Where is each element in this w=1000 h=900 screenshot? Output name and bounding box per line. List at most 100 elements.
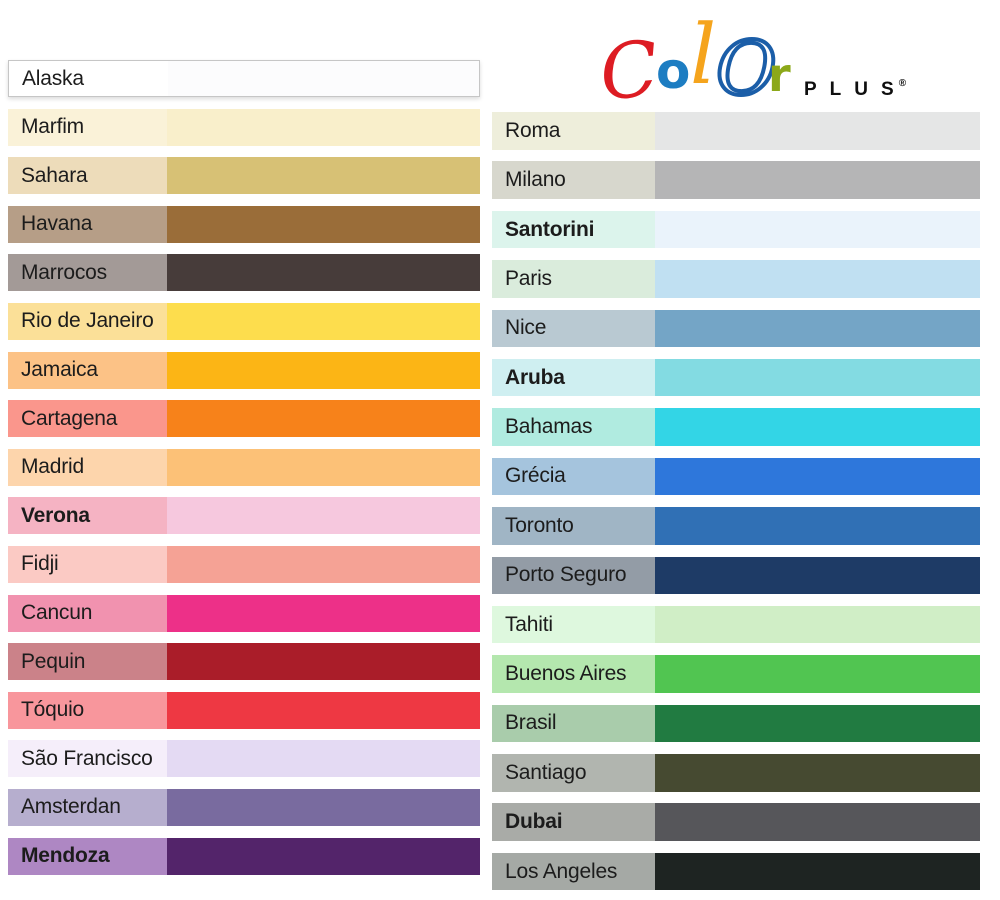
logo-letter: l xyxy=(690,8,717,103)
color-row: Grécia xyxy=(492,457,980,496)
color-swatch xyxy=(167,837,480,875)
color-name-label: Toronto xyxy=(492,507,655,545)
color-swatch xyxy=(167,205,480,243)
color-swatch xyxy=(167,740,480,778)
color-name-label: Aruba xyxy=(492,358,655,397)
color-row: Toronto xyxy=(492,507,980,545)
color-name-label: São Francisco xyxy=(8,740,167,778)
color-name-label: Nice xyxy=(492,309,655,348)
color-row: Mendoza xyxy=(8,837,480,875)
color-name-label: Tóquio xyxy=(8,691,167,729)
color-swatch xyxy=(655,260,980,298)
color-row: Roma xyxy=(492,112,980,150)
color-swatch xyxy=(655,852,980,891)
color-row: Marfim xyxy=(8,108,480,146)
color-row: Santorini xyxy=(492,210,980,249)
color-row: Fidji xyxy=(8,545,480,583)
color-row: Santiago xyxy=(492,754,980,792)
color-row: São Francisco xyxy=(8,740,480,778)
color-swatch xyxy=(655,556,980,595)
color-row: Alaska xyxy=(8,60,480,97)
color-row: Sahara xyxy=(8,157,480,195)
color-swatch xyxy=(655,605,980,644)
color-row: Verona xyxy=(8,497,480,535)
color-swatch xyxy=(655,309,980,348)
color-name-label: Madrid xyxy=(8,448,167,486)
color-name-label: Jamaica xyxy=(8,351,167,389)
color-swatch xyxy=(167,400,480,438)
color-name-label: Amsterdan xyxy=(8,788,167,826)
color-name-label: Milano xyxy=(492,161,655,199)
color-swatch xyxy=(167,643,480,681)
color-swatch xyxy=(167,254,480,292)
color-swatch xyxy=(167,351,480,389)
color-name-label: Sahara xyxy=(8,157,167,195)
color-swatch xyxy=(167,545,480,583)
color-name-label: Verona xyxy=(8,497,167,535)
color-name-label: Dubai xyxy=(492,803,655,841)
color-name-label: Porto Seguro xyxy=(492,556,655,595)
color-name-label: Marfim xyxy=(8,108,167,146)
logo-letter: o xyxy=(656,42,691,100)
color-name-label: Rio de Janeiro xyxy=(8,302,167,340)
color-swatch xyxy=(167,691,480,729)
color-name-label: Santiago xyxy=(492,754,655,792)
color-row: Milano xyxy=(492,161,980,199)
color-name-label: Cartagena xyxy=(8,400,167,438)
color-row: Brasil xyxy=(492,704,980,743)
color-row: Amsterdan xyxy=(8,788,480,826)
color-name-label: Los Angeles xyxy=(492,852,655,891)
color-name-label: Roma xyxy=(492,112,655,150)
color-row: Rio de Janeiro xyxy=(8,302,480,340)
color-name-label: Paris xyxy=(492,260,655,298)
color-row: Nice xyxy=(492,309,980,348)
color-row: Bahamas xyxy=(492,408,980,446)
color-swatch xyxy=(655,408,980,446)
color-name-label: Bahamas xyxy=(492,408,655,446)
color-swatch xyxy=(655,112,980,150)
color-row: Porto Seguro xyxy=(492,556,980,595)
color-name-label: Marrocos xyxy=(8,254,167,292)
color-swatch xyxy=(655,457,980,496)
color-swatch xyxy=(655,210,980,249)
logo-letter: O xyxy=(714,24,779,114)
color-row: Marrocos xyxy=(8,254,480,292)
color-name-label: Grécia xyxy=(492,457,655,496)
color-row: Dubai xyxy=(492,803,980,841)
color-row: Jamaica xyxy=(8,351,480,389)
color-swatch xyxy=(655,704,980,743)
color-name-label: Cancun xyxy=(8,594,167,632)
color-row: Havana xyxy=(8,205,480,243)
color-swatch xyxy=(655,655,980,693)
swatch-column-left: Alaska Marfim Sahara Havana Marrocos Rio de J… xyxy=(8,60,480,886)
color-swatch xyxy=(655,161,980,199)
color-swatch xyxy=(167,788,480,826)
color-name-label: Havana xyxy=(8,205,167,243)
color-name-label: Brasil xyxy=(492,704,655,743)
color-swatch xyxy=(655,507,980,545)
color-swatch xyxy=(167,448,480,486)
color-row: Aruba xyxy=(492,358,980,397)
color-swatch xyxy=(168,61,479,96)
color-swatch xyxy=(167,108,480,146)
color-name-label: Fidji xyxy=(8,545,167,583)
color-name-label: Santorini xyxy=(492,210,655,249)
color-row: Cancun xyxy=(8,594,480,632)
color-name-label: Tahiti xyxy=(492,605,655,644)
color-row: Buenos Aires xyxy=(492,655,980,693)
logo-plus-text: PLUS® xyxy=(804,78,907,100)
color-row: Los Angeles xyxy=(492,852,980,891)
color-row: Tahiti xyxy=(492,605,980,644)
color-swatch xyxy=(167,497,480,535)
color-row: Pequin xyxy=(8,643,480,681)
color-swatch xyxy=(167,157,480,195)
color-swatch xyxy=(655,754,980,792)
color-swatch xyxy=(655,803,980,841)
color-name-label: Pequin xyxy=(8,643,167,681)
color-row: Cartagena xyxy=(8,400,480,438)
logo-letter: C xyxy=(595,23,663,118)
color-row: Paris xyxy=(492,260,980,298)
color-swatch xyxy=(167,594,480,632)
